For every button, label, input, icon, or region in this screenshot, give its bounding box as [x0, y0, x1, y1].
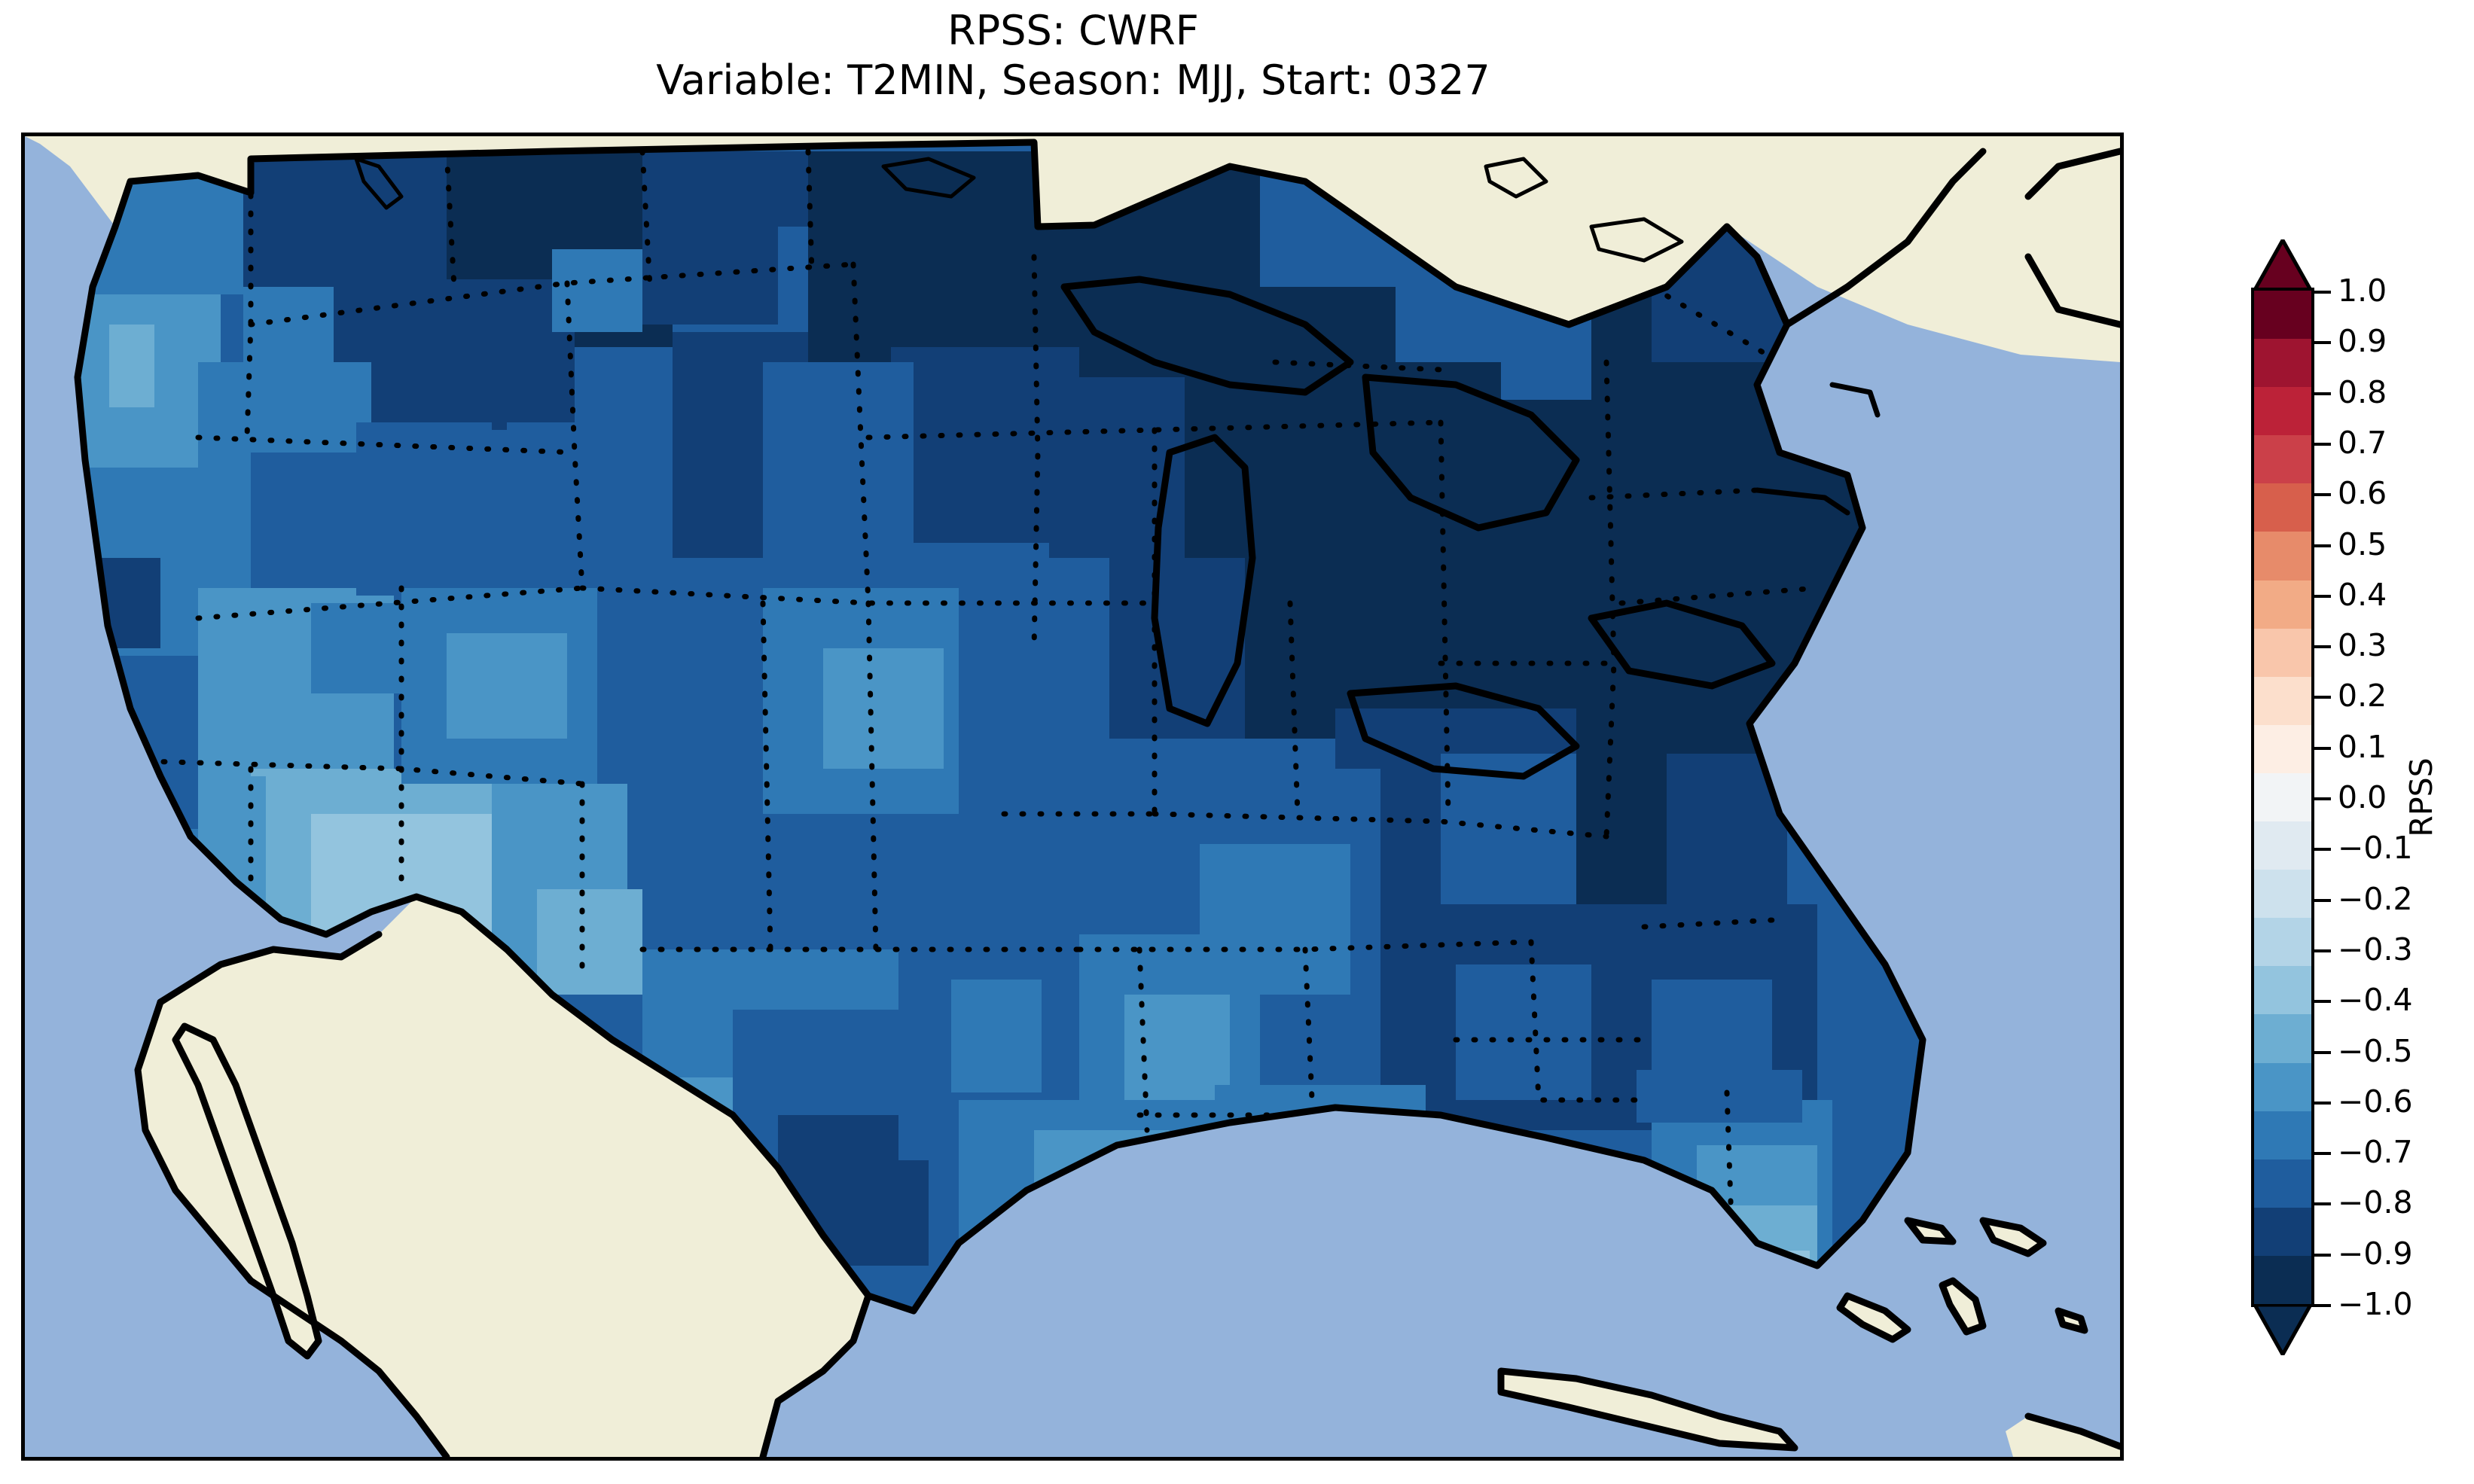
colorbar-tick — [2311, 1050, 2331, 1054]
title-line-2: Variable: T2MIN, Season: MJJ, Start: 032… — [656, 56, 1490, 104]
colorbar-tick-label: 0.6 — [2338, 475, 2387, 512]
colorbar-segment — [2254, 580, 2311, 629]
colorbar-segment — [2254, 724, 2311, 774]
title-line-1: RPSS: CWRF — [947, 7, 1199, 54]
colorbar-tick-label: 0.7 — [2338, 424, 2387, 461]
colorbar-extend-min — [2251, 1303, 2314, 1359]
colorbar-tick — [2311, 797, 2331, 800]
colorbar-tick-label: −0.6 — [2338, 1083, 2413, 1120]
colorbar-tick — [2311, 493, 2331, 497]
colorbar-tick — [2311, 544, 2331, 547]
colorbar-tick-label: 0.2 — [2338, 678, 2387, 715]
colorbar-tick-label: −0.4 — [2338, 982, 2413, 1019]
colorbar-tick — [2311, 442, 2331, 446]
colorbar-segment — [2254, 821, 2311, 870]
colorbar-axis-label: RPSS — [2403, 757, 2439, 837]
colorbar-tick — [2311, 949, 2331, 952]
colorbar-tick-label: 0.1 — [2338, 728, 2387, 765]
colorbar-tick — [2311, 645, 2331, 649]
colorbar-tick — [2311, 898, 2331, 902]
colorbar-tick — [2311, 1152, 2331, 1156]
colorbar-tick — [2311, 848, 2331, 852]
colorbar-tick-label: −0.2 — [2338, 880, 2413, 917]
land-polygons — [25, 136, 2120, 1457]
colorbar-tick — [2311, 696, 2331, 699]
colorbar-tick-label: −0.5 — [2338, 1032, 2413, 1069]
coastlines — [74, 139, 2120, 1457]
colorbar-segment — [2254, 291, 2311, 340]
colorbar[interactable] — [2251, 288, 2314, 1307]
colorbar-tick-label: 0.0 — [2338, 779, 2387, 815]
colorbar-tick — [2311, 594, 2331, 598]
colorbar-segment — [2254, 966, 2311, 1016]
colorbar-segment — [2254, 676, 2311, 726]
colorbar-tick-label: −0.8 — [2338, 1184, 2413, 1221]
colorbar-tick-label: −0.3 — [2338, 931, 2413, 967]
colorbar-tick-label: −1.0 — [2338, 1286, 2413, 1322]
map-graphic — [25, 136, 2120, 1457]
colorbar-extend-max — [2251, 236, 2314, 292]
colorbar-segment — [2254, 1014, 2311, 1064]
state-boundaries — [142, 148, 1820, 1311]
colorbar-segment — [2254, 1255, 2311, 1305]
colorbar-segment — [2254, 918, 2311, 967]
colorbar-segment — [2254, 387, 2311, 436]
colorbar-tick-label: −0.7 — [2338, 1134, 2413, 1171]
colorbar-tick-label: 0.3 — [2338, 627, 2387, 664]
colorbar-segment — [2254, 1207, 2311, 1257]
colorbar-segment — [2254, 628, 2311, 678]
colorbar-segment — [2254, 1111, 2311, 1160]
colorbar-tick — [2311, 1202, 2331, 1206]
colorbar-tick-label: 0.5 — [2338, 526, 2387, 562]
colorbar-tick — [2311, 1101, 2331, 1105]
colorbar-segment — [2254, 772, 2311, 822]
colorbar-tick — [2311, 1253, 2331, 1257]
colorbar-tick-label: −0.9 — [2338, 1235, 2413, 1272]
colorbar-tick — [2311, 1304, 2331, 1307]
colorbar-tick-label: 1.0 — [2338, 273, 2387, 309]
colorbar-segment — [2254, 435, 2311, 484]
colorbar-tick-label: 0.9 — [2338, 323, 2387, 360]
colorbar-tick — [2311, 291, 2331, 294]
colorbar-tick-label: 0.4 — [2338, 576, 2387, 613]
colorbar-tick — [2311, 341, 2331, 345]
page-title: RPSS: CWRF Variable: T2MIN, Season: MJJ,… — [0, 6, 2146, 105]
colorbar-tick-label: 0.8 — [2338, 373, 2387, 410]
colorbar-tick — [2311, 746, 2331, 750]
colorbar-segment — [2254, 483, 2311, 533]
colorbar-segment — [2254, 1159, 2311, 1208]
colorbar-tick-label: −0.1 — [2338, 830, 2413, 867]
colorbar-segment — [2254, 532, 2311, 581]
colorbar-segment — [2254, 339, 2311, 388]
colorbar-segment — [2254, 870, 2311, 919]
map-axes — [21, 133, 2124, 1461]
colorbar-tick — [2311, 392, 2331, 395]
colorbar-tick — [2311, 1000, 2331, 1004]
colorbar-segment — [2254, 1062, 2311, 1112]
